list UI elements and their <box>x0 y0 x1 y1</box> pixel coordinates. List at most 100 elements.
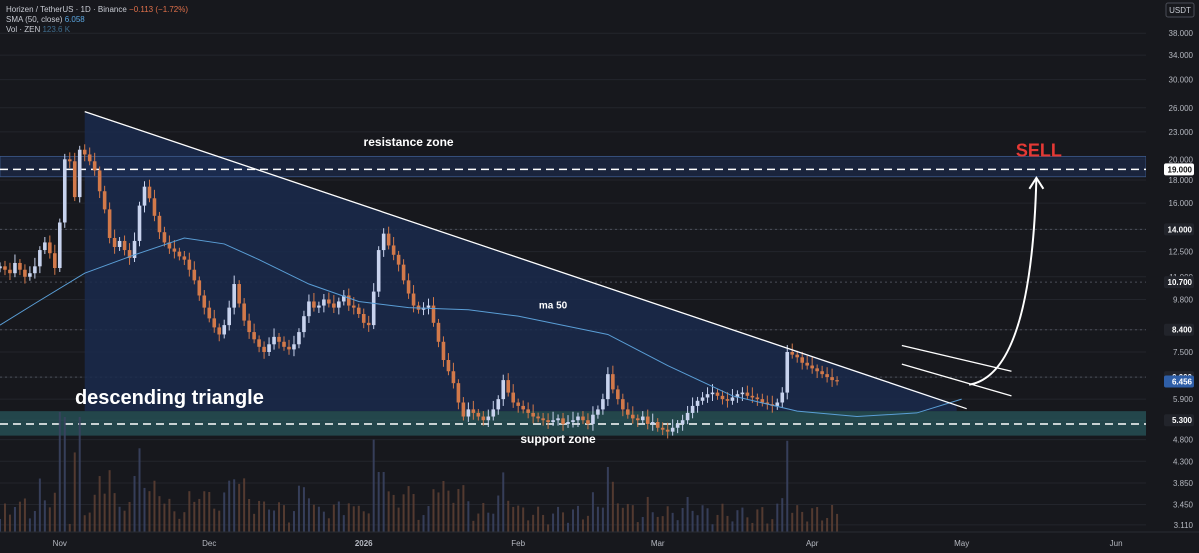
candle <box>187 252 192 277</box>
volume-bar <box>671 512 674 532</box>
candle <box>810 357 814 374</box>
candle-body <box>232 284 236 308</box>
candle-body <box>137 205 142 241</box>
volume-bar <box>452 502 455 532</box>
candle-body <box>750 395 755 398</box>
candle-body <box>77 149 82 198</box>
volume-bar <box>33 510 36 532</box>
price-tag-label: 8.400 <box>1172 326 1193 335</box>
volume-bar <box>796 505 799 532</box>
volume-bar <box>48 507 51 532</box>
candle-body <box>760 399 765 403</box>
volume-bar <box>273 510 276 532</box>
candle <box>227 300 231 331</box>
candle-body <box>252 332 256 340</box>
price-tag: 6.456 <box>1164 375 1194 388</box>
volume-bar <box>492 513 495 532</box>
volume-bar <box>88 512 91 532</box>
volume-bar <box>736 510 739 532</box>
candle <box>825 367 829 383</box>
candle <box>581 411 585 425</box>
candle-body <box>237 284 241 304</box>
candle <box>122 235 127 256</box>
candle-body <box>491 409 496 417</box>
candle-body <box>735 394 740 398</box>
candle <box>386 226 391 250</box>
legend-vol-row: Vol · ZEN 123.6 K <box>6 25 188 35</box>
candle <box>705 387 710 403</box>
volume-bar <box>482 502 485 532</box>
volume-bar <box>387 491 390 532</box>
candle <box>630 406 635 424</box>
candle <box>471 400 476 420</box>
candle <box>57 218 62 272</box>
candle-body <box>516 402 520 406</box>
candle <box>207 300 212 323</box>
sma-label: SMA (50, close) <box>6 15 63 24</box>
volume-bar <box>626 503 629 532</box>
candle-body <box>217 327 222 335</box>
candle <box>591 406 595 431</box>
price-tick-label: 20.000 <box>1169 155 1194 164</box>
candle <box>33 257 37 279</box>
candle-body <box>267 344 271 352</box>
candle-body <box>571 420 575 423</box>
candle-body <box>332 303 336 308</box>
candle-body <box>112 237 117 247</box>
volume-bar <box>826 517 829 532</box>
candle <box>790 343 795 359</box>
candle <box>670 419 675 436</box>
volume-bar <box>621 507 624 532</box>
time-tick-label: 2026 <box>355 539 373 548</box>
candle <box>217 323 222 342</box>
candle <box>337 297 341 315</box>
volume-bar <box>278 502 281 532</box>
candle <box>586 413 590 430</box>
candle <box>516 398 520 413</box>
candle-body <box>476 412 481 417</box>
volume-bar <box>58 412 61 532</box>
candle-body <box>172 248 177 252</box>
candle-body <box>272 336 276 345</box>
volume-bar <box>158 496 161 532</box>
candle <box>680 414 685 431</box>
candle <box>830 368 834 387</box>
candle-body <box>596 409 600 415</box>
candle-body <box>541 418 545 421</box>
time-axis: Nov Dec 2026 Feb Mar Apr May Jun <box>0 531 1199 553</box>
time-tick-label: Feb <box>511 539 525 548</box>
price-tick-label: 16.000 <box>1169 199 1194 208</box>
candle <box>287 339 291 355</box>
candle <box>561 412 565 431</box>
volume-bar <box>173 511 176 532</box>
candle-body <box>62 159 67 223</box>
time-tick-label: May <box>954 539 969 548</box>
candle-body <box>655 422 660 428</box>
volume-bar <box>676 520 679 532</box>
volume-bar <box>362 511 365 532</box>
candle-body <box>755 397 760 400</box>
volume-bar <box>437 492 440 532</box>
candle-body <box>635 418 640 421</box>
candle-body <box>262 346 266 352</box>
candle <box>87 147 92 166</box>
volume-bar <box>497 495 500 532</box>
volume-bar <box>716 514 719 532</box>
candle-body <box>581 416 585 421</box>
candle-body <box>102 191 107 210</box>
candle-body <box>551 420 555 423</box>
candle <box>795 350 800 363</box>
volume-bar <box>203 491 206 532</box>
candle <box>182 250 187 266</box>
candle <box>232 275 236 315</box>
candle-body <box>441 341 446 361</box>
candle <box>132 232 137 262</box>
candle-body <box>675 423 680 428</box>
volume-bar <box>367 513 370 532</box>
volume-bar <box>472 520 475 532</box>
candle-body <box>8 269 12 274</box>
volume-bar <box>327 518 330 532</box>
candle-body <box>830 377 834 381</box>
